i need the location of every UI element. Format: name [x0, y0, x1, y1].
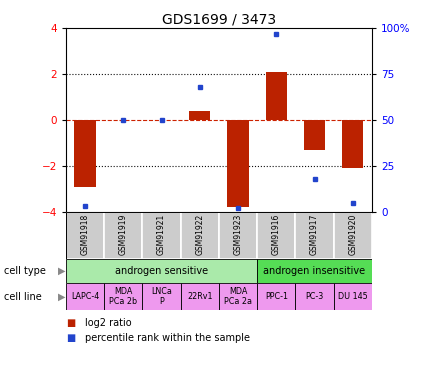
Bar [74, 120, 96, 187]
Bar [257, 259, 372, 283]
Text: GSM91922: GSM91922 [195, 214, 204, 255]
Bar [142, 212, 181, 259]
Text: cell line: cell line [4, 292, 42, 302]
Bar [66, 259, 257, 283]
Bar [189, 111, 210, 120]
Text: log2 ratio: log2 ratio [85, 318, 132, 328]
Bar [104, 212, 142, 259]
Text: percentile rank within the sample: percentile rank within the sample [85, 333, 250, 343]
Bar [66, 212, 104, 259]
Bar [257, 283, 295, 310]
Bar [342, 120, 363, 168]
Text: MDA
PCa 2a: MDA PCa 2a [224, 287, 252, 306]
Text: ■: ■ [66, 333, 75, 343]
Text: PC-3: PC-3 [306, 292, 323, 301]
Bar [295, 212, 334, 259]
Text: GSM91919: GSM91919 [119, 214, 128, 255]
Text: GSM91917: GSM91917 [310, 214, 319, 255]
Text: GSM91921: GSM91921 [157, 214, 166, 255]
Bar [257, 212, 295, 259]
Text: GSM91916: GSM91916 [272, 214, 281, 255]
Text: LAPC-4: LAPC-4 [71, 292, 99, 301]
Text: DU 145: DU 145 [338, 292, 368, 301]
Bar [334, 212, 372, 259]
Text: GSM91923: GSM91923 [233, 214, 243, 255]
Text: androgen insensitive: androgen insensitive [264, 266, 366, 276]
Title: GDS1699 / 3473: GDS1699 / 3473 [162, 13, 276, 27]
Text: 22Rv1: 22Rv1 [187, 292, 212, 301]
Text: ▶: ▶ [58, 266, 65, 276]
Text: androgen sensitive: androgen sensitive [115, 266, 208, 276]
Bar [334, 283, 372, 310]
Bar [295, 283, 334, 310]
Text: ▶: ▶ [58, 292, 65, 302]
Bar [142, 283, 181, 310]
Bar [304, 120, 325, 150]
Text: PPC-1: PPC-1 [265, 292, 288, 301]
Bar [227, 120, 249, 207]
Bar [66, 283, 104, 310]
Text: MDA
PCa 2b: MDA PCa 2b [109, 287, 137, 306]
Bar [219, 212, 257, 259]
Text: LNCa
P: LNCa P [151, 287, 172, 306]
Text: cell type: cell type [4, 266, 46, 276]
Bar [219, 283, 257, 310]
Bar [266, 72, 287, 120]
Text: GSM91920: GSM91920 [348, 214, 357, 255]
Bar [181, 283, 219, 310]
Text: GSM91918: GSM91918 [80, 214, 90, 255]
Text: ■: ■ [66, 318, 75, 328]
Bar [181, 212, 219, 259]
Bar [104, 283, 142, 310]
